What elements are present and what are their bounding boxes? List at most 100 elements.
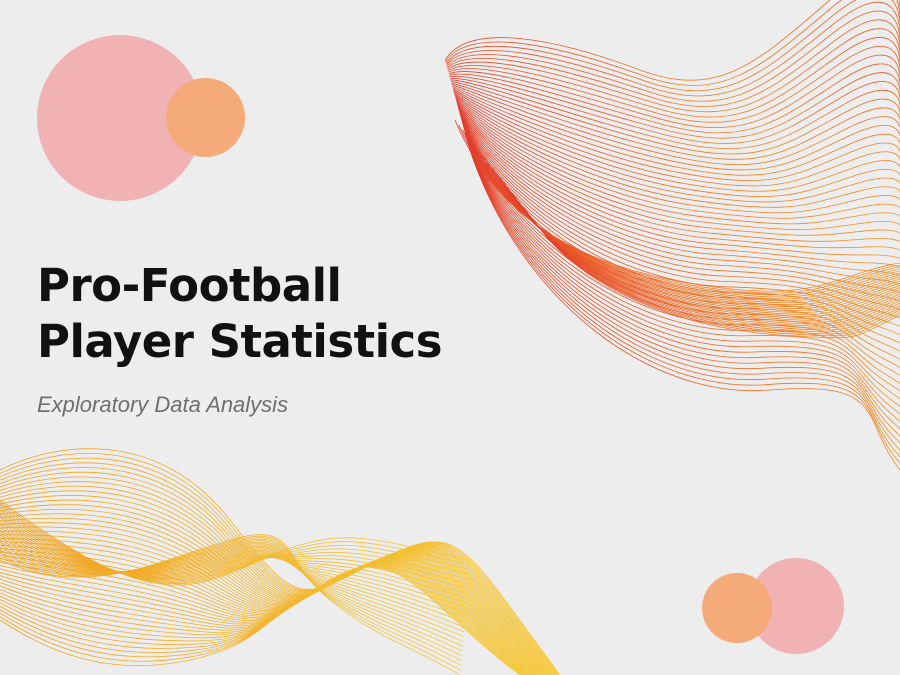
wave-line [458, 108, 900, 271]
wave-line [469, 149, 900, 491]
wave-line [456, 102, 900, 238]
wave-line [457, 107, 900, 263]
wave-line [507, 186, 900, 319]
wave-line [0, 522, 546, 675]
wave-line [448, 54, 900, 128]
wave-line [447, 28, 900, 113]
wave-line [454, 94, 900, 203]
wave-line [495, 172, 900, 313]
wave-line [453, 90, 900, 187]
wave-line [0, 517, 468, 594]
wave-line [537, 225, 900, 335]
wave-line [484, 158, 900, 308]
wave-line [0, 534, 544, 675]
wave-line [460, 117, 900, 320]
decor-circle-peach-top [166, 78, 245, 157]
wave-line [473, 143, 900, 302]
wave-line [0, 509, 469, 581]
wave-line [446, 19, 900, 107]
wave-line [460, 116, 900, 312]
wave-line [0, 566, 521, 675]
wave-line [459, 114, 900, 303]
wave-line [457, 105, 900, 255]
wave-line [518, 201, 900, 325]
wave-line [0, 453, 560, 675]
wave-line [0, 481, 554, 675]
wave-line [0, 467, 557, 675]
wave-line [466, 139, 900, 434]
wave-line [467, 143, 900, 458]
wave-line [467, 140, 900, 442]
wave-line [0, 530, 544, 675]
wave-line [452, 87, 900, 176]
wave-line [449, 72, 900, 139]
wave-line [0, 495, 552, 675]
wave-line [452, 85, 900, 171]
wave-line [510, 191, 900, 321]
wave-line [0, 543, 463, 647]
wave-line [448, 46, 900, 123]
wave-line [466, 137, 900, 426]
wave-line [458, 110, 900, 279]
wave-line [540, 229, 900, 337]
wave-mesh-top-right [444, 0, 900, 491]
wave-line [0, 532, 465, 623]
slide-subtitle: Exploratory Data Analysis [37, 392, 289, 417]
wave-line [0, 524, 466, 609]
wave-line [468, 145, 900, 467]
wave-line [454, 96, 900, 208]
wave-line [446, 10, 900, 102]
wave-line [462, 123, 900, 353]
slide-title: Pro-Football Player Statistics [37, 258, 517, 370]
wave-line [0, 476, 555, 675]
wave-line [0, 541, 463, 652]
wave-line [514, 196, 900, 323]
wave-line [0, 513, 548, 675]
wave-line [0, 504, 550, 675]
wave-line [488, 162, 900, 310]
wave-line [0, 517, 547, 675]
wave-line [0, 499, 551, 675]
wave-line [499, 177, 900, 315]
wave-line [0, 519, 467, 599]
wave-line [503, 182, 900, 317]
wave-line [0, 537, 464, 633]
wave-line [544, 234, 900, 339]
wave-line [445, 0, 900, 86]
wave-line [468, 146, 900, 475]
wave-line [465, 136, 900, 418]
wave-line [444, 0, 900, 81]
wave-line [453, 91, 900, 192]
title-line-2: Player Statistics [37, 315, 443, 368]
wave-line [522, 206, 900, 327]
wave-line [447, 37, 900, 118]
wave-line [461, 119, 900, 328]
wave-line [450, 77, 900, 144]
wave-line [462, 122, 900, 344]
wave-line [465, 134, 900, 410]
wave-line [450, 79, 900, 150]
wave-line [459, 111, 900, 287]
wave-line [456, 100, 900, 230]
wave-line [0, 534, 465, 628]
wave-line [0, 448, 561, 675]
wave-line [0, 540, 462, 657]
wave-line [455, 97, 900, 214]
wave-line [456, 104, 900, 246]
wave-mesh-bottom-left [0, 448, 561, 675]
wave-line [452, 88, 900, 181]
wave-line [0, 462, 558, 675]
wave-line [445, 0, 900, 92]
wave-line [533, 220, 900, 333]
wave-line [529, 215, 900, 331]
wave-line [0, 512, 469, 585]
wave-line [525, 210, 900, 329]
wave-line [0, 514, 468, 590]
wave-line [451, 84, 900, 166]
wave-line [464, 131, 900, 393]
wave-line [0, 539, 464, 638]
wave-line [0, 537, 462, 666]
wave-line [0, 535, 461, 671]
